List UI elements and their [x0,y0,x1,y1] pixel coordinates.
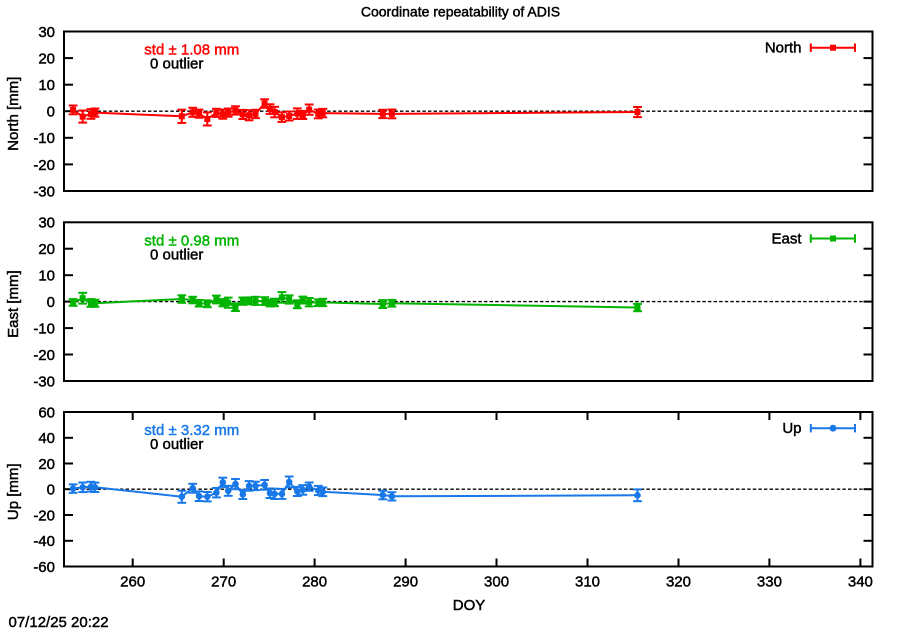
svg-text:320: 320 [666,574,691,591]
svg-text:300: 300 [484,574,509,591]
svg-text:-30: -30 [33,373,55,390]
svg-text:std ± 0.98 mm: std ± 0.98 mm [144,232,239,249]
svg-text:20: 20 [38,50,55,67]
svg-text:-10: -10 [33,321,55,338]
svg-text:10: 10 [38,77,55,94]
svg-text:Up: Up [782,420,801,437]
svg-text:-60: -60 [33,559,55,576]
svg-text:40: 40 [38,430,55,447]
svg-text:280: 280 [302,574,327,591]
svg-text:60: 60 [38,404,55,421]
svg-text:-10: -10 [33,130,55,147]
svg-text:-40: -40 [33,533,55,550]
svg-text:0 outlier: 0 outlier [150,246,203,263]
svg-text:290: 290 [393,574,418,591]
svg-text:-20: -20 [33,507,55,524]
svg-text:std ± 1.08 mm: std ± 1.08 mm [144,42,239,59]
svg-text:-20: -20 [33,157,55,174]
svg-text:20: 20 [38,241,55,258]
svg-text:0: 0 [47,104,55,121]
svg-text:North [mm]: North [mm] [5,77,22,151]
svg-text:DOY: DOY [453,597,486,614]
svg-text:0: 0 [47,294,55,311]
svg-text:Coordinate repeatability of AD: Coordinate repeatability of ADIS [361,4,560,20]
svg-text:0: 0 [47,482,55,499]
svg-text:Up [mm]: Up [mm] [5,463,22,520]
svg-text:std ± 3.32 mm: std ± 3.32 mm [144,422,239,439]
svg-text:260: 260 [120,574,145,591]
svg-text:340: 340 [848,574,873,591]
svg-text:330: 330 [757,574,782,591]
svg-text:0 outlier: 0 outlier [150,436,203,453]
svg-text:0 outlier: 0 outlier [150,56,203,73]
svg-text:310: 310 [575,574,600,591]
svg-text:07/12/25 20:22: 07/12/25 20:22 [9,614,109,630]
svg-text:East: East [771,231,802,248]
svg-text:North: North [765,40,802,57]
svg-text:-30: -30 [33,183,55,200]
svg-text:-20: -20 [33,347,55,364]
svg-text:30: 30 [38,24,55,41]
svg-text:10: 10 [38,268,55,285]
svg-text:East [mm]: East [mm] [5,270,22,338]
svg-text:270: 270 [211,574,236,591]
svg-text:20: 20 [38,456,55,473]
svg-text:30: 30 [38,215,55,232]
